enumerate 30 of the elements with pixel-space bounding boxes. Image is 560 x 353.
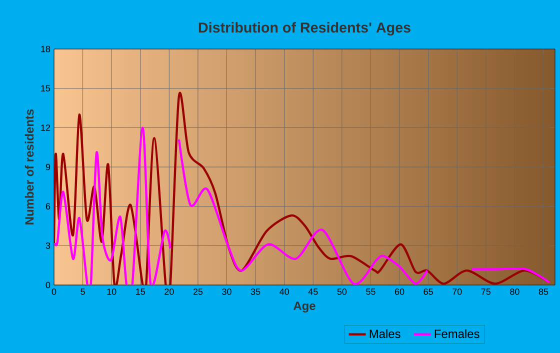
x-tick-label: 40 bbox=[280, 288, 289, 295]
legend-label: Females bbox=[434, 329, 480, 338]
y-tick-label: 9 bbox=[46, 164, 50, 170]
y-tick-label: 6 bbox=[46, 203, 50, 210]
x-tick-label: 30 bbox=[222, 288, 232, 295]
x-tick-label: 20 bbox=[164, 288, 174, 295]
chart-title: Distribution of Residents' Ages bbox=[198, 22, 410, 36]
x-tick-label: 35 bbox=[250, 288, 260, 295]
x-tick-label: 5 bbox=[80, 288, 85, 295]
legend-label: Males bbox=[370, 329, 400, 338]
x-tick-label: 50 bbox=[337, 288, 347, 295]
x-tick-label: 65 bbox=[424, 288, 433, 295]
y-tick-label: 18 bbox=[41, 46, 50, 52]
x-tick-label: 55 bbox=[366, 288, 376, 295]
y-tick-label: 0 bbox=[46, 282, 50, 288]
x-tick-label: 70 bbox=[452, 288, 462, 295]
x-tick-label: 80 bbox=[510, 288, 520, 295]
y-tick-label: 15 bbox=[41, 85, 50, 92]
x-tick-label: 60 bbox=[394, 288, 404, 295]
x-tick-label: 25 bbox=[193, 288, 203, 295]
x-tick-label: 15 bbox=[136, 288, 145, 295]
x-tick-label: 10 bbox=[107, 288, 116, 295]
y-axis-title: Number of residents bbox=[24, 109, 34, 224]
x-tick-label: 75 bbox=[481, 288, 491, 295]
x-axis-title: Age bbox=[294, 302, 316, 312]
x-tick-label: 85 bbox=[538, 288, 548, 295]
y-tick-label: 12 bbox=[41, 124, 50, 131]
x-tick-label: 0 bbox=[52, 288, 56, 295]
y-tick-label: 3 bbox=[46, 242, 50, 249]
x-tick-label: 45 bbox=[308, 288, 318, 295]
